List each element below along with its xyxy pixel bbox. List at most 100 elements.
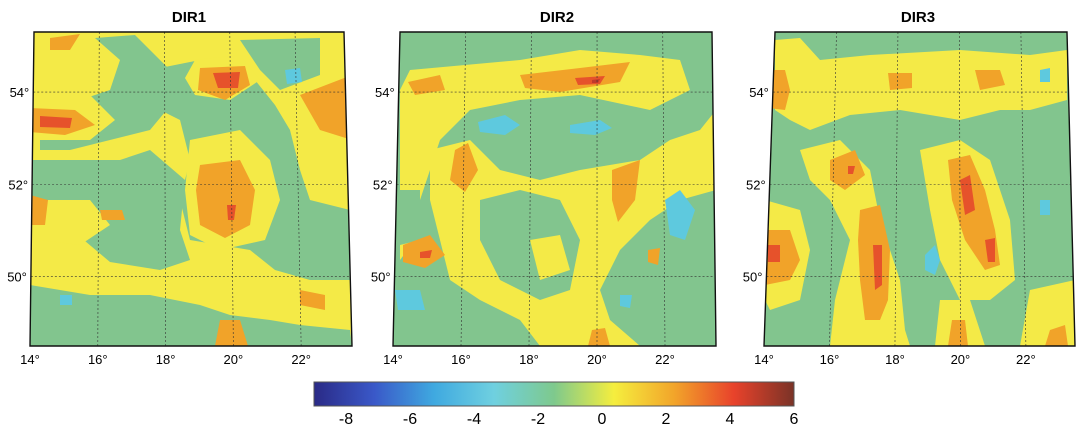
contour-field [393, 32, 716, 346]
longitude-label: 14° [20, 352, 40, 367]
contour-green [30, 285, 352, 346]
colorbar-tick-label: -6 [403, 411, 417, 428]
colorbar-tick-labels: -8 -6 -4 -2 0 2 4 6 [339, 411, 799, 428]
colorbar-tick-label: -4 [467, 411, 481, 428]
longitude-label: 16° [820, 352, 840, 367]
meridian-line [894, 31, 899, 347]
longitude-label: 18° [885, 352, 905, 367]
map-panel-dir2: DIR2 [371, 9, 717, 367]
colorbar-tick-label: -8 [339, 411, 353, 428]
panel-title: DIR1 [172, 9, 206, 26]
meridian-line [528, 31, 532, 347]
colorbar-ramp [313, 381, 795, 407]
latitude-labels: 54° 52° 50° [743, 85, 769, 285]
contour-red [960, 175, 975, 215]
contour-cyan [620, 295, 632, 308]
contour-orange [975, 70, 1005, 90]
graticule [392, 31, 716, 347]
meridian-line [97, 31, 100, 347]
latitude-label: 52° [746, 177, 766, 192]
contour-orange [588, 328, 610, 346]
contour-field [764, 32, 1075, 346]
contour-red [848, 166, 855, 174]
latitude-label: 52° [373, 177, 393, 192]
longitude-label: 18° [519, 352, 539, 367]
contour-green [400, 190, 420, 245]
contour-red [227, 205, 236, 220]
longitude-label: 22° [655, 352, 675, 367]
contour-yellow [775, 38, 1067, 130]
contour-red [420, 250, 432, 258]
latitude-label: 52° [8, 177, 28, 192]
contour-cyan [60, 295, 72, 305]
meridian-line [164, 31, 166, 347]
longitude-label: 22° [1016, 352, 1036, 367]
graticule [29, 31, 351, 347]
colorbar: -8 -6 -4 -2 0 2 4 6 [313, 381, 799, 428]
colorbar-tick-label: 0 [598, 411, 607, 428]
meridian-line [959, 31, 961, 347]
contour-orange [765, 230, 800, 285]
contour-yellow [400, 50, 690, 260]
panel-title: DIR2 [540, 9, 574, 26]
meridian-line [662, 31, 666, 347]
contour-orange [50, 34, 80, 50]
contour-orange [830, 150, 865, 190]
latitude-label: 50° [7, 270, 27, 285]
map-panel-dir3: DIR3 [743, 9, 1076, 367]
contour-cyan [395, 290, 425, 310]
contour-orange [450, 143, 478, 192]
longitude-label: 14° [754, 352, 774, 367]
contour-orange [612, 160, 640, 222]
contour-cyan [1040, 200, 1050, 215]
meridian-line [294, 31, 302, 347]
longitude-label: 18° [156, 352, 176, 367]
contour-yellow [40, 200, 110, 245]
latitude-label: 54° [10, 85, 30, 100]
contour-cyan [1040, 68, 1050, 82]
contour-red [985, 238, 995, 262]
contour-cyan [925, 245, 940, 275]
contour-red [213, 72, 240, 88]
colorbar-tick-label: 6 [790, 411, 799, 428]
contour-orange [196, 160, 255, 238]
meridian-line [1020, 31, 1027, 347]
contour-red [40, 116, 72, 128]
contour-orange [888, 73, 912, 90]
contour-orange [215, 320, 248, 346]
meridian-line [229, 31, 234, 347]
longitude-label: 16° [88, 352, 108, 367]
contour-orange [520, 62, 630, 92]
longitude-labels: 14° 16° 18° 20° 22° [20, 352, 311, 367]
contour-red [768, 245, 780, 262]
map-frame [392, 31, 717, 347]
longitude-label: 22° [291, 352, 311, 367]
meridian-line [829, 31, 837, 347]
contour-orange [648, 248, 660, 265]
contour-orange [100, 210, 125, 220]
contour-cyan [570, 120, 612, 135]
contour-cyan [285, 68, 302, 84]
colorbar-tick-label: 4 [726, 411, 735, 428]
map-frame [763, 31, 1076, 347]
longitude-label: 20° [587, 352, 607, 367]
contour-cyan [478, 115, 520, 135]
contour-orange [300, 290, 325, 310]
latitude-label: 50° [743, 270, 763, 285]
latitude-label: 54° [375, 85, 395, 100]
contour-yellow [530, 235, 570, 280]
contour-orange [1045, 325, 1068, 346]
contour-cyan [665, 190, 695, 240]
contour-orange [408, 75, 445, 95]
contour-field [30, 32, 352, 346]
longitude-labels: 14° 16° 18° 20° 22° [383, 352, 675, 367]
contour-dark-red [592, 79, 600, 83]
latitude-labels: 54° 52° 50° [7, 85, 29, 285]
colorbar-tick-label: -2 [531, 411, 545, 428]
meridian-line [460, 31, 466, 347]
contour-red [873, 245, 882, 290]
colorbar-tick-label: 2 [662, 411, 671, 428]
map-frame [29, 31, 353, 347]
